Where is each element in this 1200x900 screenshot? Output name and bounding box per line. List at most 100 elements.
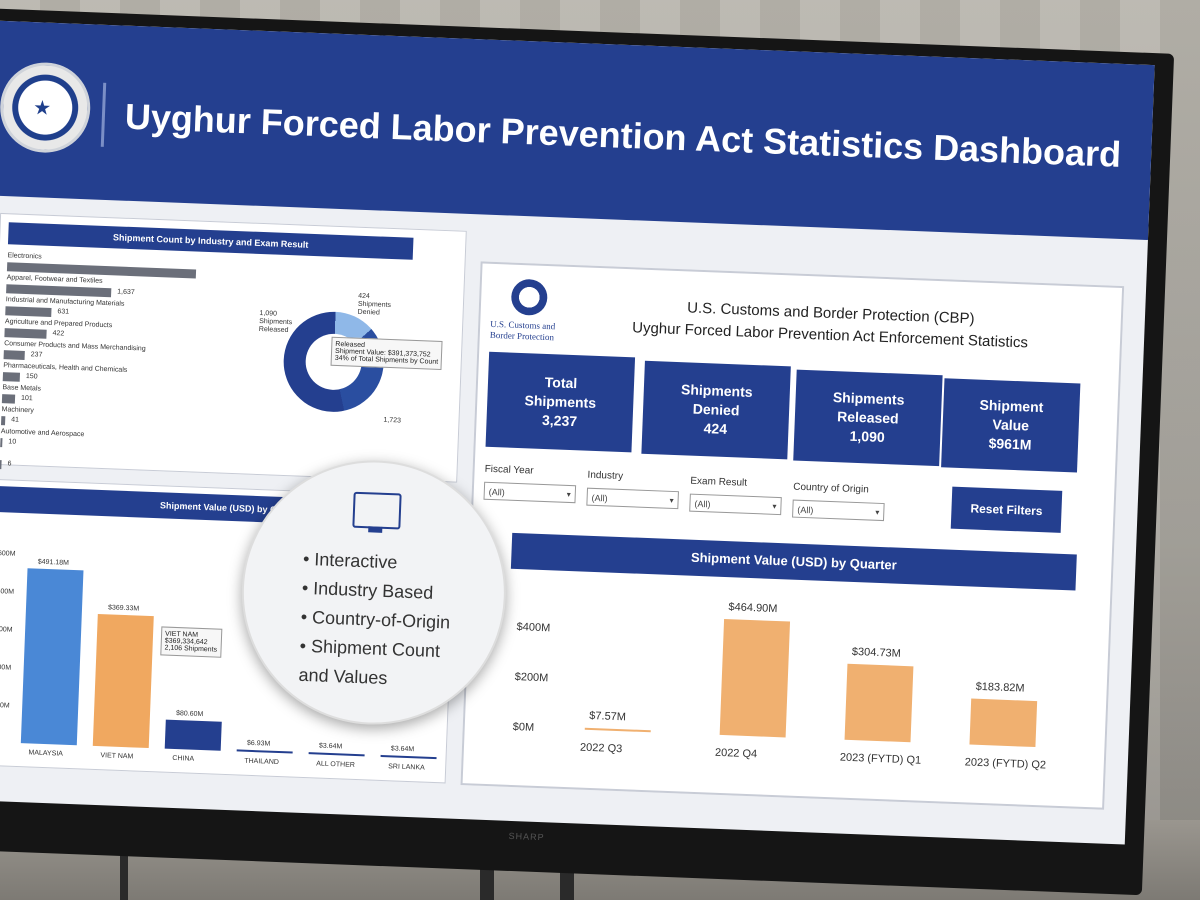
kpi-label: Shipment Value — [979, 396, 1044, 434]
filter-dropdown[interactable]: (All) ▾ — [689, 493, 782, 516]
country-y-tick: $200M — [0, 663, 12, 672]
country-tick-label: ALL OTHER — [316, 760, 355, 769]
quarter-y-tick: $0M — [512, 720, 535, 734]
quarter-chart-title: Shipment Value (USD) by Quarter — [510, 532, 1077, 591]
kpi-value: $961M — [988, 435, 1032, 453]
computer-user-icon — [352, 491, 402, 530]
industry-label: Pharmaceuticals, Health and Chemicals — [3, 362, 128, 374]
country-bar[interactable] — [20, 567, 84, 746]
filter-dropdown[interactable]: (All) ▾ — [483, 481, 577, 504]
cbp-stats-panel: U.S. Customs and Border Protection U.S. … — [460, 261, 1125, 810]
industry-label: Apparel, Footwear and Textiles — [6, 274, 103, 285]
stand-leg — [120, 840, 128, 900]
quarter-bar[interactable] — [844, 663, 914, 743]
industry-label: Consumer Products and Mass Merchandising — [3, 340, 146, 353]
industry-value: 631 — [57, 308, 70, 316]
donut-denied-label: 424 Shipments Denied — [357, 292, 392, 317]
quarter-category-label: 2022 Q4 — [714, 746, 758, 761]
filter-dropdown[interactable]: (All) ▾ — [586, 487, 679, 510]
quarter-data-label: $304.73M — [851, 645, 902, 660]
country-y-tick: $600M — [0, 549, 16, 558]
country-y-tick: $300M — [0, 625, 13, 634]
filter-label: Industry — [587, 469, 624, 483]
dhs-seal-icon: ★ — [0, 60, 92, 155]
industry-bar[interactable] — [2, 372, 21, 382]
industry-label: Agriculture and Prepared Products — [4, 318, 113, 330]
quarter-data-label: $464.90M — [728, 600, 778, 615]
industry-value: 150 — [25, 373, 38, 381]
donut-other-label: 1,723 — [383, 416, 402, 425]
industry-label: Machinery — [1, 406, 35, 415]
industry-label: Base Metals — [2, 384, 42, 393]
country-tick-label: SRI LANKA — [388, 763, 425, 772]
country-tick-label: THAILAND — [244, 757, 280, 767]
chevron-down-icon: ▾ — [772, 501, 777, 511]
country-tooltip: VIET NAM $369,334,642 2,106 Shipments — [160, 626, 222, 658]
quarter-category-label: 2023 (FYTD) Q2 — [964, 756, 1047, 772]
country-y-tick: $0M — [0, 740, 1, 748]
industry-bar[interactable] — [1, 394, 16, 404]
filter-label: Country of Origin — [792, 481, 869, 496]
industry-bar[interactable] — [4, 328, 47, 339]
page-title: Uyghur Forced Labor Prevention Act Stati… — [124, 95, 1122, 175]
quarter-bar[interactable] — [719, 618, 791, 738]
country-y-tick: $400M — [0, 587, 15, 596]
industry-bar[interactable] — [6, 284, 112, 298]
industry-value: 237 — [30, 351, 43, 359]
kpi-label: Total Shipments — [524, 373, 597, 411]
tooltip-line: 2,106 Shipments — [164, 644, 218, 654]
monitor: SHARP ★ Uyghur Forced Labor Prevention A… — [0, 8, 1175, 896]
feature-item: and Values — [298, 664, 388, 689]
industry-value: 422 — [52, 330, 65, 338]
filter-label: Fiscal Year — [484, 463, 534, 477]
filter-row: Fiscal Year (All) ▾ Industry (All) ▾ Exam Resu… — [483, 263, 1123, 522]
filter-label: Exam Result — [690, 475, 748, 489]
industry-value: 41 — [11, 416, 20, 424]
country-bar[interactable] — [380, 754, 437, 760]
filter-dropdown[interactable]: (All) ▾ — [792, 499, 885, 522]
country-bar[interactable] — [164, 719, 222, 751]
chevron-down-icon: ▾ — [875, 507, 880, 517]
country-data-label: $6.93M — [246, 739, 271, 748]
chevron-down-icon: ▾ — [669, 495, 674, 505]
industry-value: 1,637 — [117, 288, 135, 297]
donut-released-label: 1,090 Shipments Released — [258, 309, 293, 335]
industry-bar[interactable] — [5, 306, 52, 317]
reset-filters-button[interactable]: Reset Filters — [950, 486, 1063, 533]
chevron-down-icon: ▾ — [566, 489, 571, 500]
quarter-bar[interactable] — [584, 727, 651, 733]
kpi-row: Total Shipments 3,237 Shipments Denied 424 S… — [483, 263, 1123, 473]
kpi-value: 3,237 — [541, 411, 578, 430]
quarter-data-label: $7.57M — [589, 709, 627, 724]
country-tick-label: MALAYSIA — [28, 749, 64, 758]
country-y-tick: $100M — [0, 701, 10, 710]
country-tick-label: VIET NAM — [100, 752, 134, 761]
country-bar[interactable] — [236, 748, 293, 754]
quarter-bar[interactable] — [969, 698, 1038, 748]
kpi-value: 1,090 — [849, 427, 886, 446]
quarter-y-tick: $200M — [514, 671, 549, 685]
industry-panel-title: Shipment Count by Industry and Exam Resu… — [7, 222, 414, 260]
industry-value: 101 — [20, 394, 33, 403]
country-tick-label: CHINA — [172, 754, 195, 763]
industry-bar[interactable] — [1, 416, 6, 426]
quarter-y-tick: $400M — [516, 621, 551, 635]
industry-bar[interactable] — [3, 350, 25, 360]
country-data-label: $3.64M — [318, 742, 343, 751]
feature-list: • Interactive • Industry Based • Country-o… — [298, 545, 453, 696]
industry-bar[interactable] — [0, 460, 2, 470]
kpi-card: Shipment Value $961M — [941, 378, 1081, 473]
industry-value: 6 — [7, 460, 12, 468]
industry-bar[interactable] — [0, 438, 3, 448]
country-bar[interactable] — [308, 752, 365, 757]
kpi-label: Shipments Denied — [680, 381, 753, 419]
kpi-value: 424 — [703, 420, 728, 437]
donut-tooltip: Released Shipment Value: $391,373,752 34… — [330, 336, 443, 370]
agency-line: Border Protection — [489, 329, 555, 343]
industry-label: Automotive and Aerospace — [0, 428, 85, 439]
header-divider — [100, 82, 107, 147]
country-bar[interactable] — [92, 614, 154, 749]
kpi-label: Shipments Released — [832, 389, 905, 427]
quarter-data-label: $183.82M — [975, 680, 1025, 695]
quarter-category-label: 2022 Q3 — [579, 741, 623, 756]
